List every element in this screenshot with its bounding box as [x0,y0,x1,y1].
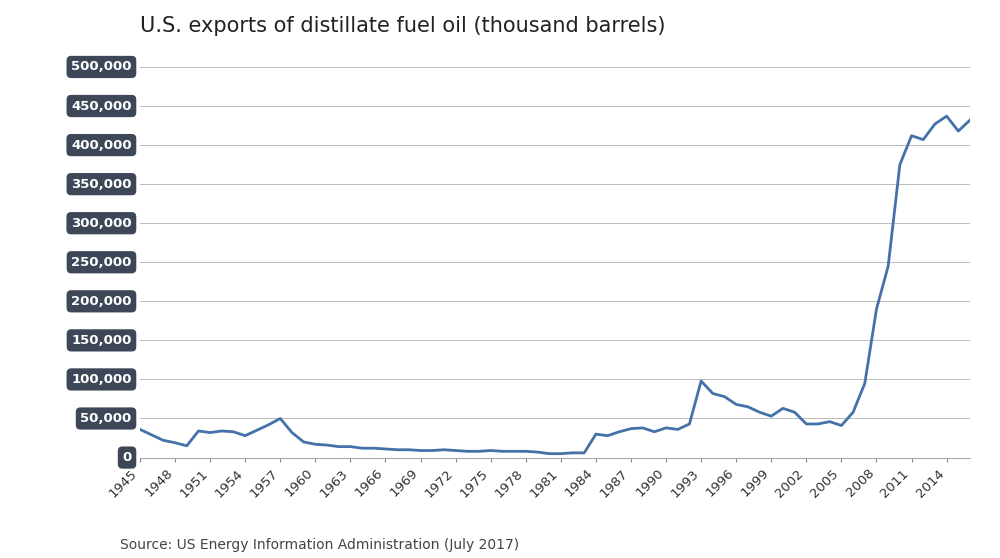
Text: 200,000: 200,000 [71,295,132,308]
Text: 0: 0 [122,451,132,464]
Text: 50,000: 50,000 [80,412,132,425]
Text: 400,000: 400,000 [71,138,132,152]
Text: Source: US Energy Information Administration (July 2017): Source: US Energy Information Administra… [120,538,519,552]
Text: 350,000: 350,000 [71,177,132,191]
Text: 100,000: 100,000 [71,373,132,386]
Text: 300,000: 300,000 [71,217,132,230]
Text: U.S. exports of distillate fuel oil (thousand barrels): U.S. exports of distillate fuel oil (tho… [140,16,666,36]
Text: 250,000: 250,000 [71,256,132,269]
Text: 500,000: 500,000 [71,60,132,74]
Text: 450,000: 450,000 [71,99,132,113]
Text: 150,000: 150,000 [71,334,132,347]
